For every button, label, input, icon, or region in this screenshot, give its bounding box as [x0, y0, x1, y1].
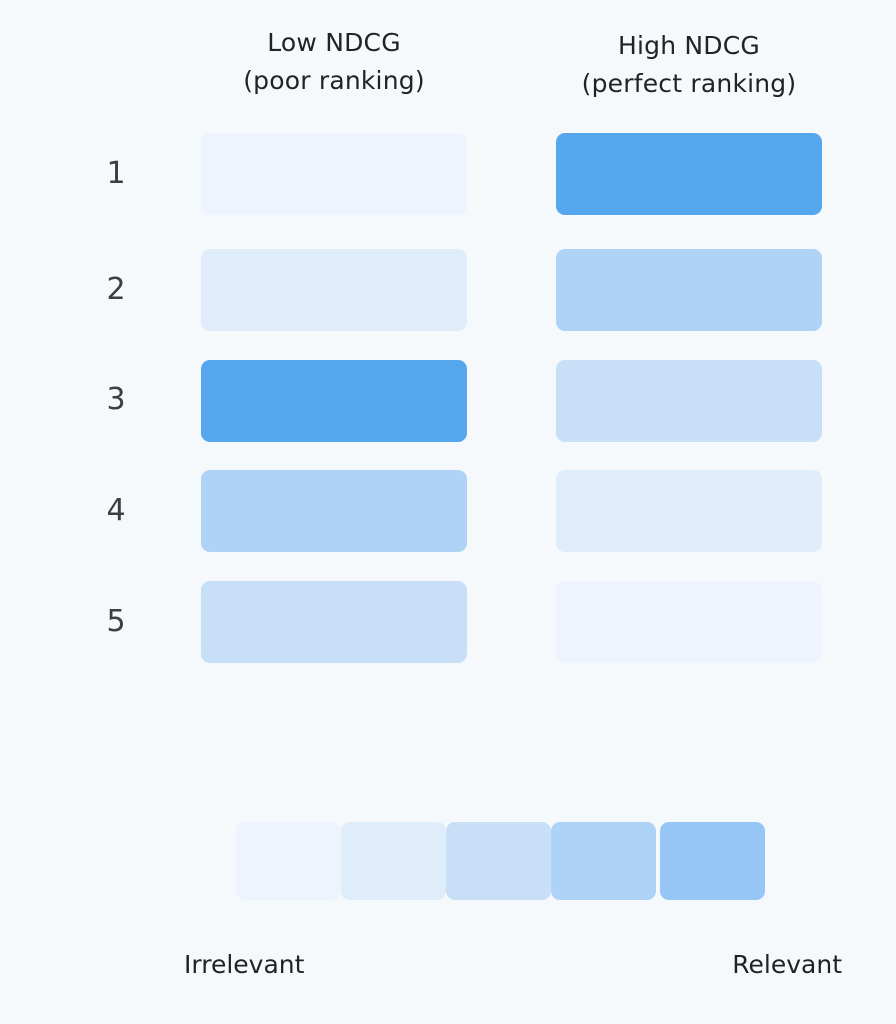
legend-cell-level-3 [551, 822, 656, 900]
doc-box-high-rank-2 [556, 249, 822, 331]
doc-box-high-rank-5 [556, 581, 822, 663]
doc-box-low-rank-2 [201, 249, 467, 331]
doc-box-high-rank-4 [556, 470, 822, 552]
doc-box-low-rank-1 [201, 133, 467, 215]
legend-label-irrelevant: Irrelevant [184, 950, 305, 979]
rank-label-1: 1 [106, 156, 126, 191]
legend-label-relevant: Relevant [732, 950, 842, 979]
column-title-low-ndcg: Low NDCG (poor ranking) [201, 24, 467, 100]
doc-box-low-rank-3 [201, 360, 467, 442]
column-title-high-line1: High NDCG [618, 31, 760, 60]
rank-label-4: 4 [106, 493, 126, 528]
doc-box-high-rank-3 [556, 360, 822, 442]
rank-label-5: 5 [106, 604, 126, 639]
rank-label-2: 2 [106, 272, 126, 307]
legend-cell-level-4 [660, 822, 765, 900]
column-title-high-line2: (perfect ranking) [581, 69, 797, 98]
doc-box-high-rank-1 [556, 133, 822, 215]
legend-cell-level-1 [341, 822, 446, 900]
legend-cell-level-0 [236, 822, 341, 900]
column-title-low-line1: Low NDCG [267, 28, 401, 57]
column-title-high-ndcg: High NDCG (perfect ranking) [556, 27, 822, 103]
rank-label-3: 3 [106, 382, 126, 417]
legend-cell-level-2 [446, 822, 551, 900]
doc-box-low-rank-4 [201, 470, 467, 552]
doc-box-low-rank-5 [201, 581, 467, 663]
column-title-low-line2: (poor ranking) [243, 66, 425, 95]
